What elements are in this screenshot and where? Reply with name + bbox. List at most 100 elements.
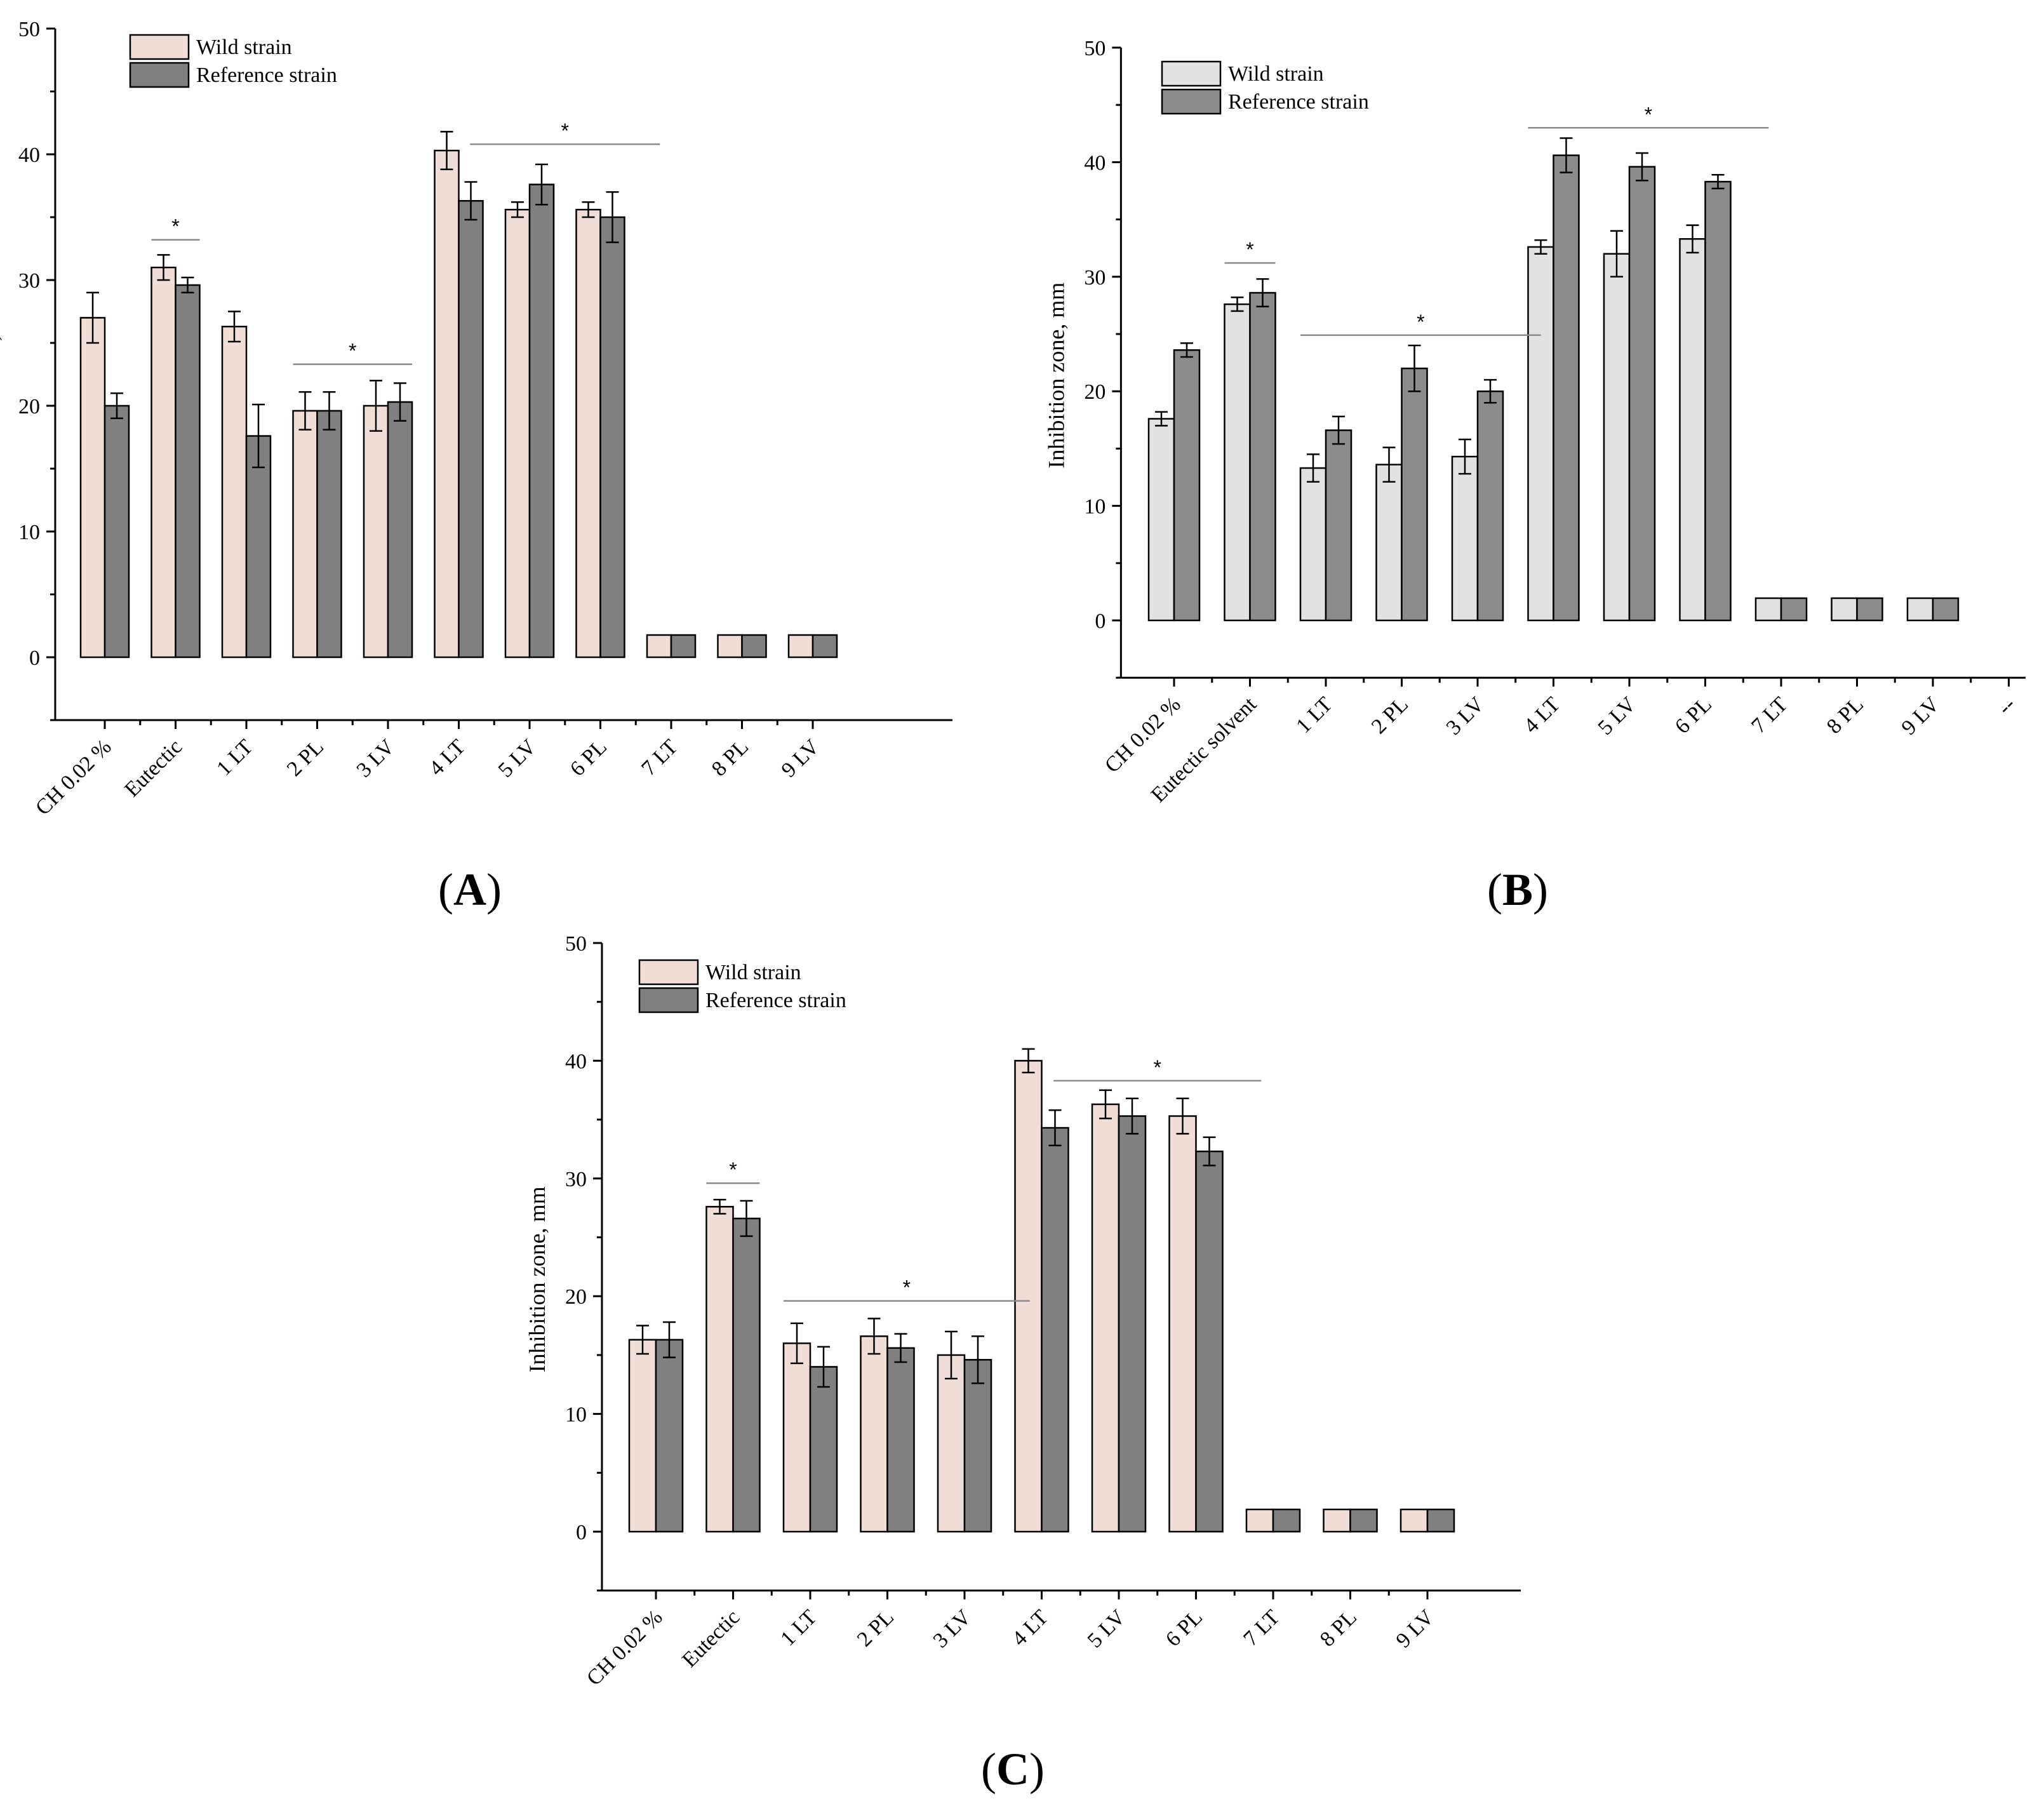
bar-reference-strain <box>809 1366 838 1533</box>
bar-wild-strain <box>150 266 177 659</box>
bar-wild-strain <box>1224 303 1251 622</box>
bar-reference-strain <box>387 401 413 659</box>
significance-star: * <box>729 1158 737 1181</box>
bar-reference-strain <box>1325 429 1353 622</box>
bar-wild-strain <box>937 1354 966 1533</box>
bar-reference-strain <box>670 634 697 659</box>
y-tick-label: 10 <box>18 521 40 544</box>
significance-star: * <box>1417 311 1424 333</box>
x-category-label: 9 LV <box>777 735 824 782</box>
x-category-label: 2 PL <box>283 735 328 780</box>
bar-reference-strain <box>1249 291 1276 622</box>
panel-label-open-paren: ( <box>981 1744 996 1795</box>
x-category-label: 4 LT <box>1520 693 1565 739</box>
y-tick-label: 20 <box>565 1285 587 1309</box>
bar-reference-strain <box>1426 1508 1455 1533</box>
bar-reference-strain <box>1349 1508 1378 1533</box>
x-category-label: 7 LT <box>637 735 683 780</box>
y-tick-label: 40 <box>18 144 40 167</box>
bar-wild-strain <box>646 634 672 659</box>
y-tick-label: 20 <box>18 395 40 418</box>
y-tick-label: 30 <box>18 269 40 293</box>
x-category-label: 3 LV <box>352 735 399 782</box>
bar-reference-strain <box>1118 1115 1147 1533</box>
bar-reference-strain <box>1476 390 1504 622</box>
bar-reference-strain <box>528 184 555 659</box>
x-category-label: 4 LT <box>1008 1605 1053 1651</box>
x-category-label: 8 PL <box>1822 693 1868 739</box>
panel-label-close-paren: ) <box>486 864 502 915</box>
legend-label-wild-strain: Wild strain <box>1228 62 1324 86</box>
x-category-label: 8 PL <box>707 735 753 780</box>
bar-wild-strain <box>1679 238 1706 622</box>
x-category-label: CH 0.02 % <box>582 1605 667 1690</box>
bar-wild-strain <box>1603 253 1631 622</box>
bar-wild-strain <box>860 1335 888 1533</box>
significance-star: * <box>1645 103 1652 126</box>
legend-label-wild-strain: Wild strain <box>196 36 292 59</box>
bar-wild-strain <box>1014 1060 1043 1533</box>
bar-wild-strain <box>782 1342 812 1533</box>
y-axis-title: Inhibition zone, mm <box>1043 283 1069 469</box>
bar-wild-strain <box>787 634 814 659</box>
bar-reference-strain <box>1932 597 1960 622</box>
x-category-label: 6 PL <box>1161 1605 1207 1651</box>
bar-wild-strain <box>1399 1508 1429 1533</box>
bar-wild-strain <box>705 1206 734 1533</box>
x-category-label: 1 LT <box>776 1605 822 1651</box>
legend-label-reference-strain: Reference strain <box>196 64 337 87</box>
x-category-label: 5 LV <box>494 735 541 782</box>
legend-swatch-reference-strain <box>1161 88 1222 115</box>
bar-reference-strain <box>732 1217 761 1533</box>
y-tick-label: 40 <box>1084 151 1105 175</box>
bar-reference-strain <box>812 634 838 659</box>
bar-wild-strain <box>221 326 248 659</box>
legend-label-reference-strain: Reference strain <box>705 989 846 1012</box>
bar-reference-strain <box>1780 597 1808 622</box>
legend-swatch-wild-strain <box>129 34 190 60</box>
y-tick-label: 20 <box>1084 380 1105 404</box>
x-category-label: 9 LV <box>1897 692 1944 739</box>
significance-star: * <box>1246 238 1253 261</box>
y-tick-label: 10 <box>1084 495 1105 519</box>
bar-wild-strain <box>1323 1508 1351 1533</box>
bar-reference-strain <box>1041 1127 1069 1533</box>
bar-reference-strain <box>655 1339 684 1533</box>
legend-swatch-reference-strain <box>638 987 699 1013</box>
bar-reference-strain <box>1195 1150 1224 1533</box>
x-category-label: 5 LV <box>1594 692 1641 739</box>
bar-wild-strain <box>1375 464 1403 622</box>
chart-panel-c: 0 10 20 30 40 50 Inhibition zone, mm CH 0.02 % E… <box>524 932 1521 1795</box>
panel-label-letter: C <box>996 1744 1029 1795</box>
bar-reference-strain <box>1856 597 1883 622</box>
legend-swatch-wild-strain <box>638 959 699 986</box>
bar-wild-strain <box>628 1339 657 1533</box>
bar-reference-strain <box>599 216 625 659</box>
legend-label-reference-strain: Reference strain <box>1228 90 1369 114</box>
bar-reference-strain <box>1272 1508 1301 1533</box>
panel-label-letter: B <box>1502 864 1533 915</box>
chart-panel-a: 0 10 20 30 40 50 Inhibition zone, mm CH 0.02 % E… <box>0 18 952 915</box>
significance-star: * <box>903 1276 911 1299</box>
bar-wild-strain <box>1168 1115 1197 1533</box>
bar-wild-strain <box>575 208 601 659</box>
legend-swatch-reference-strain <box>129 62 190 88</box>
y-tick-label: 50 <box>1084 37 1105 60</box>
bar-reference-strain <box>963 1359 992 1533</box>
x-category-label: 7 LT <box>1239 1605 1285 1651</box>
bar-reference-strain <box>1173 349 1201 622</box>
panel-label-open-paren: ( <box>1487 864 1502 915</box>
bar-reference-strain <box>175 284 201 659</box>
significance-star: * <box>171 215 179 238</box>
bar-wild-strain <box>79 317 106 659</box>
bar-reference-strain <box>1628 166 1656 622</box>
y-tick-label: 50 <box>18 18 40 41</box>
x-category-label: 2 PL <box>853 1605 898 1651</box>
bar-reference-strain <box>245 435 272 659</box>
bar-wild-strain <box>363 405 389 659</box>
x-category-label: 2 PL <box>1367 693 1413 739</box>
x-category-label: 7 LT <box>1747 693 1793 739</box>
x-category-label: 6 PL <box>566 735 611 780</box>
